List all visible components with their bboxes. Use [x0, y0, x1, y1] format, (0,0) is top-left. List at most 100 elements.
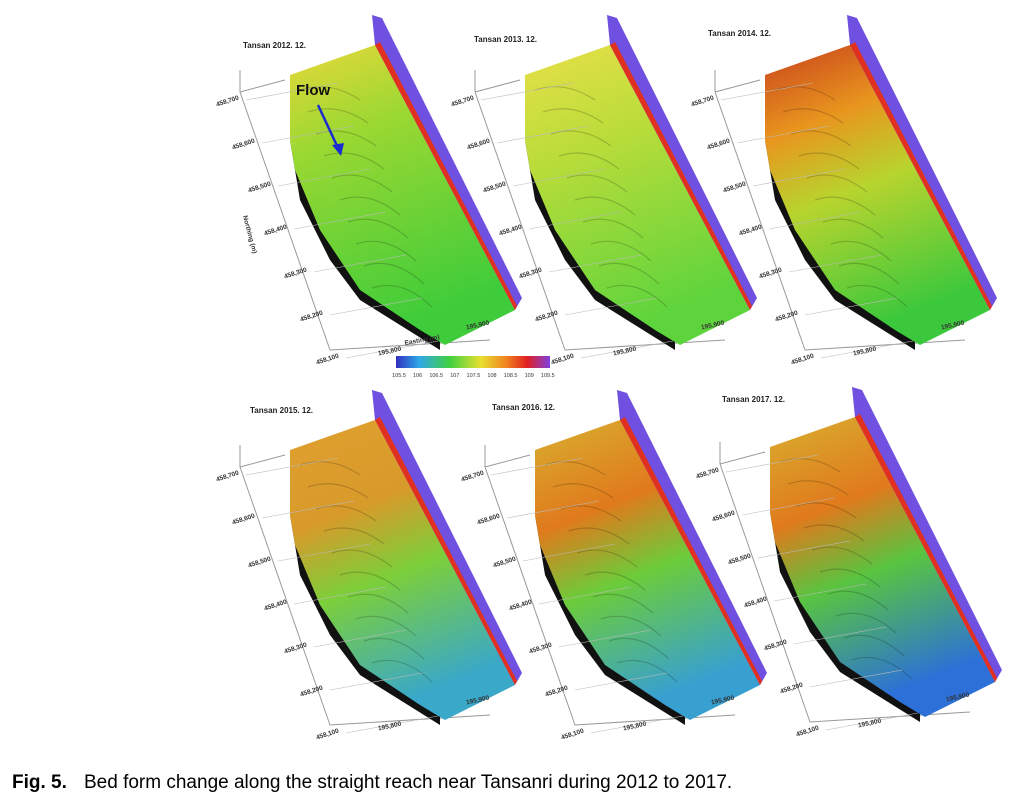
grid-line	[496, 125, 590, 144]
terrain-texture	[843, 634, 905, 657]
grid-line	[768, 211, 862, 230]
terrain-texture	[550, 130, 612, 147]
terrain-texture	[835, 612, 897, 634]
colorbar-tick: 106.5	[429, 373, 443, 379]
terrain-texture	[838, 262, 900, 285]
grid-line	[277, 543, 371, 562]
grid-line	[788, 254, 882, 273]
colorbar-tick: 108	[487, 373, 496, 379]
terrain	[770, 417, 995, 717]
easting-tick: 195,900	[465, 695, 490, 707]
grid-line	[752, 168, 846, 187]
terrain-texture	[606, 284, 668, 308]
grid-line	[277, 168, 371, 187]
grid-line	[512, 168, 606, 187]
terrain-texture	[819, 568, 881, 588]
grid-line	[329, 297, 423, 316]
terrain-texture	[560, 505, 622, 522]
panel: Tansan 2017. 12. 458,700 458,600 458,500 458…	[695, 387, 1002, 739]
terrain-texture	[371, 284, 433, 308]
grid-line	[345, 340, 439, 359]
easting-tick: 195,900	[465, 320, 490, 332]
terrain-texture	[347, 593, 409, 614]
terrain-texture	[347, 218, 409, 239]
panel: Tansan 2014. 12. 458,700 458,600 458,500 458…	[690, 15, 997, 367]
flow-arrowhead	[332, 143, 344, 156]
easting-tick: 195,800	[622, 721, 647, 733]
terrain-texture	[592, 593, 654, 614]
easting-tick: 195,800	[852, 346, 877, 358]
terrain-texture	[584, 571, 646, 591]
bank-edge	[375, 42, 517, 310]
terrain-texture	[774, 86, 836, 101]
terrain-texture	[568, 527, 630, 545]
bank-edge	[375, 417, 517, 685]
terrain-texture	[846, 284, 908, 308]
colorbar-tick: 105.5	[392, 373, 406, 379]
northing-tick: 458,100	[315, 727, 340, 741]
bank-wall	[607, 15, 757, 310]
panel: Tansan 2012. 12. 458,700 458,600 458,500 458…	[215, 15, 555, 379]
panel-title: Tansan 2013. 12.	[474, 35, 537, 44]
grid-line	[522, 543, 616, 562]
northing-tick: 458,700	[215, 469, 240, 483]
bank-edge	[855, 414, 997, 682]
northing-tick: 458,400	[508, 598, 533, 612]
panel: Tansan 2013. 12. 458,700 458,600 458,500 458…	[450, 15, 757, 367]
flow-label: Flow	[296, 82, 330, 99]
colorbar	[396, 356, 550, 368]
grid-line	[741, 497, 835, 516]
terrain-texture	[803, 524, 865, 542]
terrain-texture	[779, 458, 841, 473]
terrain-texture	[323, 527, 385, 545]
grid-line	[725, 454, 819, 473]
colorbar-tick: 106	[413, 373, 422, 379]
northing-tick: 458,100	[560, 727, 585, 741]
terrain-texture	[363, 262, 425, 285]
terrain-texture	[542, 108, 604, 124]
grid-line	[825, 712, 919, 731]
northing-tick: 458,500	[492, 555, 517, 569]
terrain-texture	[608, 637, 670, 660]
grid-line	[261, 500, 355, 519]
bank-wall	[372, 390, 522, 685]
terrain-texture	[315, 505, 377, 522]
northing-tick: 458,300	[758, 266, 783, 280]
northing-tick: 458,700	[450, 94, 475, 108]
terrain-texture	[576, 549, 638, 568]
northing-tick: 458,600	[231, 512, 256, 526]
terrain-texture	[814, 196, 876, 216]
easting-tick: 195,800	[377, 721, 402, 733]
colorbar-tick: 107	[450, 373, 459, 379]
easting-tick: 195,900	[945, 692, 970, 704]
terrain-texture	[552, 483, 614, 499]
terrain	[535, 420, 760, 720]
grid-line	[293, 586, 387, 605]
grid-line	[590, 715, 684, 734]
bank-wall	[852, 387, 1002, 682]
colorbar-tick: 109.5	[541, 373, 555, 379]
easting-tick: 195,800	[857, 718, 882, 730]
grid-line	[809, 669, 903, 688]
northing-tick: 458,500	[727, 552, 752, 566]
terrain-texture	[795, 502, 857, 519]
grid-line	[245, 457, 339, 476]
caption-label: Fig. 5.	[12, 772, 67, 793]
northing-tick: 458,300	[518, 266, 543, 280]
grid-line	[757, 540, 851, 559]
easting-tick: 195,800	[612, 346, 637, 358]
terrain-texture	[600, 615, 662, 637]
grid-line	[548, 254, 642, 273]
northing-tick: 458,100	[795, 724, 820, 738]
northing-tick: 458,400	[498, 223, 523, 237]
northing-tick: 458,700	[695, 466, 720, 480]
panel: Tansan 2015. 12. 458,700 458,600 458,500 458…	[215, 390, 522, 742]
northing-tick: 458,300	[763, 638, 788, 652]
easting-tick: 195,900	[940, 320, 965, 332]
panel: Tansan 2016. 12. 458,700 458,600 458,500 458…	[460, 390, 767, 742]
grid-line	[736, 125, 830, 144]
panel-title: Tansan 2015. 12.	[250, 406, 313, 415]
grid-line	[538, 586, 632, 605]
grid-line	[564, 297, 658, 316]
